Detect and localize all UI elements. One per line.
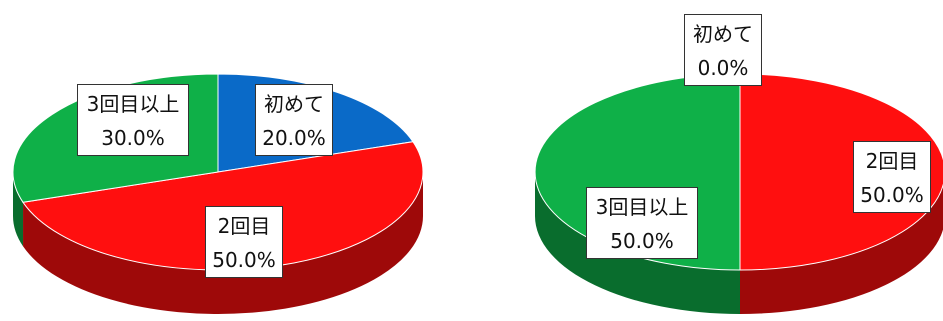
chart1-label-third: 3回目以上 30.0% (77, 84, 189, 156)
chart2-label-second-value: 50.0% (860, 183, 924, 207)
chart1-label-second-value: 50.0% (212, 248, 276, 272)
chart1-label-second-name: 2回目 (217, 214, 271, 238)
chart2-label-second-name: 2回目 (865, 149, 919, 173)
chart1-label-second: 2回目 50.0% (205, 206, 283, 278)
pie-1-side-2 (13, 172, 24, 247)
pie-1-side-1 (23, 172, 423, 314)
chart2-label-first-name: 初めて (693, 22, 753, 46)
pie-2-slice-1 (739, 73, 943, 271)
pie-2-side-1 (740, 185, 943, 314)
chart1-label-third-value: 30.0% (101, 126, 165, 150)
chart2-label-first: 初めて 0.0% (684, 14, 762, 86)
chart1-label-third-name: 3回目以上 (86, 92, 180, 116)
chart2-label-first-value: 0.0% (697, 56, 749, 80)
chart1-label-first-name: 初めて (264, 92, 324, 116)
chart2-label-third: 3回目以上 50.0% (586, 187, 698, 259)
chart2-label-second: 2回目 50.0% (853, 141, 931, 213)
pie-2-side-2 (535, 172, 740, 314)
chart1-label-first: 初めて 20.0% (255, 84, 333, 156)
chart1-label-first-value: 20.0% (262, 126, 326, 150)
chart2-label-third-name: 3回目以上 (595, 195, 689, 219)
chart2-label-third-value: 50.0% (610, 229, 674, 253)
